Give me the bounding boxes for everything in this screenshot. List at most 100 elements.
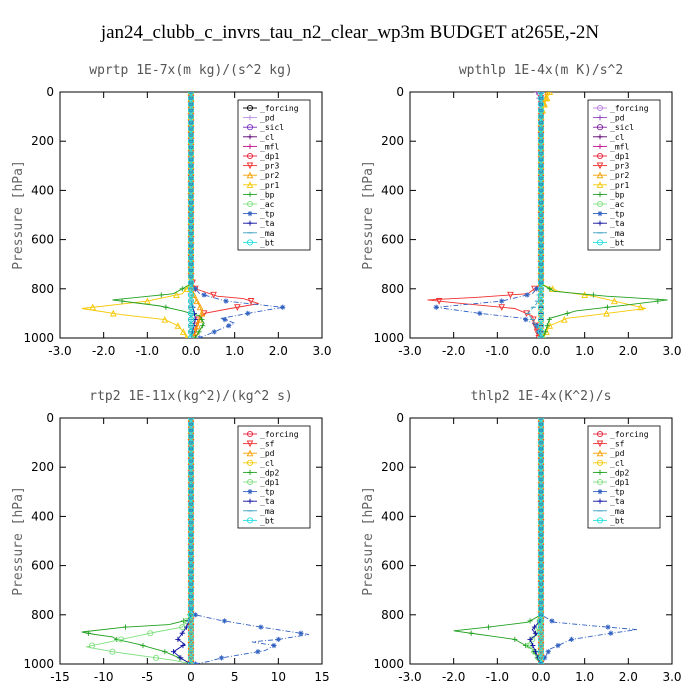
series-line-tp — [190, 418, 309, 664]
series-point-bt — [537, 175, 545, 182]
series-point-bt — [187, 224, 195, 231]
series-point-bp — [590, 292, 596, 298]
legend-entry: _pd — [243, 449, 275, 458]
series-point-bt — [187, 187, 195, 194]
series-point-dp2 — [85, 630, 91, 636]
legend-entry: _dp2 — [593, 468, 629, 477]
series-point-bt — [537, 648, 545, 655]
series-point-pr1 — [581, 291, 588, 298]
legend-label-forcing: _forcing — [260, 104, 299, 113]
series-point-bt — [537, 187, 545, 194]
series-point-bp — [196, 329, 202, 335]
legend-label-pd: _pd — [260, 114, 275, 123]
series-point-bt — [537, 199, 545, 206]
series-point-bt — [537, 537, 545, 545]
series-point-bt — [537, 501, 545, 508]
x-tick-label: 2.0 — [619, 670, 638, 684]
series-point-bt — [537, 556, 545, 563]
series-point-pr3 — [234, 304, 241, 311]
legend-entry: _pr3 — [593, 162, 629, 171]
legend-marker — [596, 200, 604, 208]
legend-label-ma: _ma — [260, 507, 275, 516]
series-point-bt — [537, 464, 545, 471]
series-point-bt — [537, 544, 545, 551]
series-point-bt — [537, 322, 545, 329]
legend-entry: _pr1 — [243, 181, 279, 190]
y-axis-label: Pressure [hPa] — [11, 486, 26, 596]
series-point-bt — [537, 328, 545, 335]
y-tick-label: 200 — [31, 460, 54, 474]
panels: wprtp 1E-7x(m kg)/(s^2 kg) Pressure [hPa]… — [11, 63, 682, 684]
series-point-bt — [187, 125, 195, 132]
series-point-bt — [187, 599, 195, 606]
legend-marker — [597, 211, 603, 217]
series-point-bt — [187, 101, 195, 108]
legend-entry: _ac — [243, 200, 275, 209]
series-point-bt — [187, 476, 195, 483]
legend-entry: _ta — [243, 219, 275, 228]
series-point-tp — [477, 310, 483, 316]
series-point-dp2 — [527, 618, 533, 624]
series-point-tp — [201, 292, 207, 298]
series-line-tp — [190, 92, 283, 338]
x-tick-label: 3.0 — [662, 670, 681, 684]
series-point-tp — [255, 649, 261, 655]
legend-entry: _tp — [243, 210, 275, 219]
series-point-bt — [537, 236, 545, 243]
series-point-bt — [537, 624, 545, 631]
series-point-bt — [537, 427, 545, 434]
series-point-tp — [223, 298, 229, 304]
legend-label-forcing: _forcing — [610, 430, 649, 439]
series-point-bt — [187, 242, 195, 249]
x-tick-label: 0.0 — [531, 344, 550, 358]
series-point-bt — [537, 113, 545, 120]
legend-entry: _bt — [243, 516, 275, 525]
series-point-bt — [537, 513, 545, 520]
panel-title: wprtp 1E-7x(m kg)/(s^2 kg) — [89, 63, 293, 78]
legend-entry: _ta — [593, 497, 625, 506]
series-point-bt — [187, 310, 195, 317]
legend-marker — [596, 104, 604, 112]
legend-label-pd: _pd — [610, 114, 625, 123]
legend-label-bt: _bt — [260, 516, 275, 525]
legend-label-pr1: _pr1 — [610, 181, 629, 190]
legend-label-ma: _ma — [260, 229, 275, 238]
series-point-bt — [537, 119, 545, 126]
series-point-bt — [187, 156, 195, 163]
y-tick-label: 400 — [31, 183, 54, 197]
series-point-bt — [537, 630, 545, 637]
legend-label-ac: _ac — [610, 200, 625, 209]
series-point-bt — [187, 138, 195, 145]
legend-entry: _ac — [593, 200, 625, 209]
legend: _forcing_sf_pd_cl_dp2_dp1_tp_ta_ma_bt — [237, 425, 311, 529]
legend-marker — [247, 191, 253, 197]
series-point-dp2 — [512, 636, 518, 642]
series-point-bt — [537, 193, 545, 200]
series-point-bt — [537, 636, 545, 643]
legend-label-ta: _ta — [260, 219, 275, 228]
legend-marker — [597, 220, 603, 226]
x-tick-label: -10 — [94, 670, 114, 684]
series-point-bt — [187, 279, 195, 286]
series-point-bt — [537, 279, 545, 286]
legend-label-cl: _cl — [610, 133, 625, 142]
legend-marker — [246, 430, 254, 438]
series-point-ta — [527, 636, 533, 642]
series-point-bt — [537, 181, 545, 188]
legend-entry: _mfl — [243, 142, 279, 151]
series-point-bt — [187, 131, 195, 139]
panel-1: wprtp 1E-7x(m kg)/(s^2 kg) Pressure [hPa]… — [11, 63, 332, 358]
series-point-bt — [537, 605, 545, 612]
series-point-bt — [537, 254, 545, 262]
series-point-bt — [537, 156, 545, 163]
series-point-bt — [187, 150, 195, 157]
series-point-pr1 — [183, 285, 190, 292]
y-tick-label: 200 — [381, 134, 404, 148]
legend-label-dp1: _dp1 — [610, 152, 629, 161]
legend-marker — [246, 200, 254, 208]
legend-entry: _bt — [593, 516, 625, 525]
legend-label-forcing: _forcing — [610, 104, 649, 113]
legend-entry: _dp1 — [243, 478, 279, 487]
series-point-tp — [258, 624, 264, 630]
series-point-bt — [187, 494, 195, 502]
